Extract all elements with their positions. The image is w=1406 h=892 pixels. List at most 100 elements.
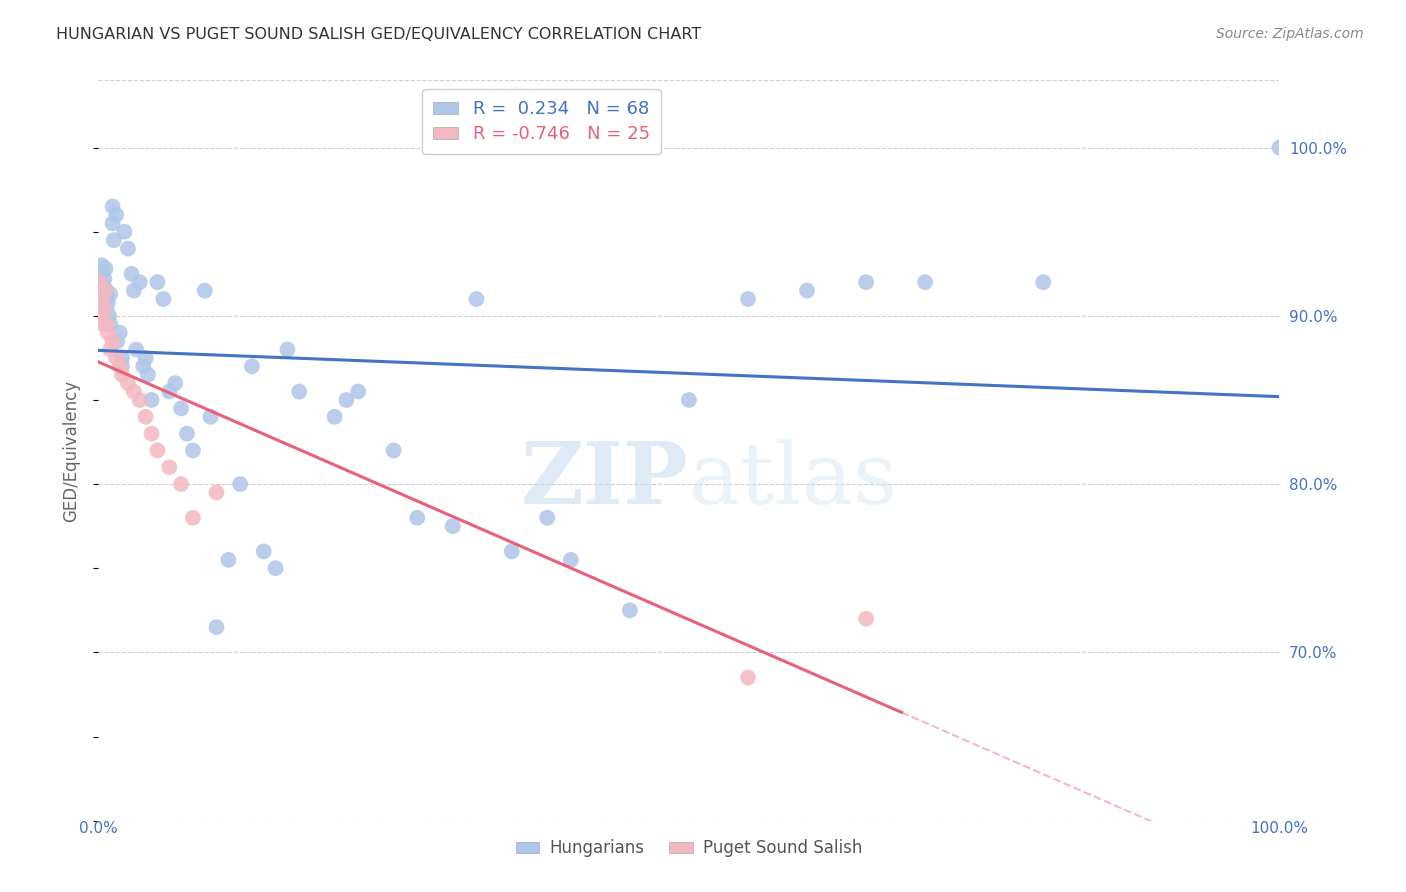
Point [105, 334, 128, 348]
Point [678, 392, 700, 407]
Point [264, 561, 287, 575]
Text: ZIP: ZIP [522, 438, 689, 522]
Point [855, 612, 877, 626]
Point [93, 292, 115, 306]
Point [97, 295, 120, 310]
Point [796, 284, 818, 298]
Point [141, 426, 163, 441]
Legend: Hungarians, Puget Sound Salish: Hungarians, Puget Sound Salish [509, 833, 869, 864]
Point [176, 426, 198, 441]
Point [737, 671, 759, 685]
Point [1268, 140, 1291, 154]
Point [194, 284, 217, 298]
Point [200, 409, 222, 424]
Point [94, 261, 117, 276]
Point [93, 272, 115, 286]
Text: HUNGARIAN VS PUGET SOUND SALISH GED/EQUIVALENCY CORRELATION CHART: HUNGARIAN VS PUGET SOUND SALISH GED/EQUI… [56, 27, 702, 42]
Point [501, 544, 523, 558]
Point [105, 351, 128, 365]
Point [1032, 275, 1054, 289]
Point [101, 199, 124, 213]
Point [914, 275, 936, 289]
Point [98, 343, 121, 357]
Text: atlas: atlas [689, 439, 898, 522]
Point [181, 510, 204, 524]
Point [217, 553, 239, 567]
Point [855, 275, 877, 289]
Text: 100.0%: 100.0% [1250, 821, 1309, 836]
Point [465, 292, 488, 306]
Point [101, 216, 124, 230]
Point [536, 510, 558, 524]
Point [240, 359, 263, 374]
Point [132, 359, 155, 374]
Point [157, 460, 180, 475]
Point [229, 477, 252, 491]
Point [96, 318, 118, 332]
Text: Source: ZipAtlas.com: Source: ZipAtlas.com [1216, 27, 1364, 41]
Point [101, 334, 124, 348]
Point [91, 309, 114, 323]
Y-axis label: GED/Equivalency: GED/Equivalency [62, 379, 80, 522]
Point [91, 259, 114, 273]
Point [96, 301, 118, 315]
Point [94, 284, 117, 298]
Point [335, 392, 357, 407]
Point [560, 553, 582, 567]
Point [117, 376, 139, 391]
Point [125, 343, 148, 357]
Point [97, 326, 120, 340]
Point [108, 326, 131, 340]
Point [619, 603, 641, 617]
Point [105, 208, 128, 222]
Point [205, 620, 228, 634]
Point [135, 409, 157, 424]
Point [112, 225, 135, 239]
Point [170, 477, 193, 491]
Point [98, 309, 121, 323]
Point [152, 292, 174, 306]
Point [288, 384, 311, 399]
Point [276, 343, 298, 357]
Point [170, 401, 193, 416]
Text: 0.0%: 0.0% [79, 821, 118, 836]
Point [122, 384, 145, 399]
Point [181, 443, 204, 458]
Point [93, 301, 115, 315]
Point [382, 443, 405, 458]
Point [90, 267, 112, 281]
Point [347, 384, 370, 399]
Point [128, 392, 150, 407]
Point [165, 376, 187, 391]
Point [121, 267, 143, 281]
Point [135, 351, 157, 365]
Point [89, 275, 111, 289]
Point [441, 519, 464, 533]
Point [146, 275, 169, 289]
Point [111, 368, 134, 382]
Point [117, 242, 139, 256]
Point [136, 368, 159, 382]
Point [98, 318, 121, 332]
Point [91, 278, 114, 293]
Point [103, 233, 125, 247]
Point [128, 275, 150, 289]
Point [406, 510, 429, 524]
Point [141, 392, 163, 407]
Point [111, 359, 134, 374]
Point [253, 544, 276, 558]
Point [146, 443, 169, 458]
Point [737, 292, 759, 306]
Point [96, 288, 118, 302]
Point [108, 359, 131, 374]
Point [89, 275, 111, 289]
Point [94, 282, 117, 296]
Point [90, 292, 112, 306]
Point [98, 287, 121, 301]
Point [111, 351, 134, 365]
Point [205, 485, 228, 500]
Point [323, 409, 346, 424]
Point [157, 384, 180, 399]
Point [91, 318, 114, 332]
Point [91, 284, 114, 298]
